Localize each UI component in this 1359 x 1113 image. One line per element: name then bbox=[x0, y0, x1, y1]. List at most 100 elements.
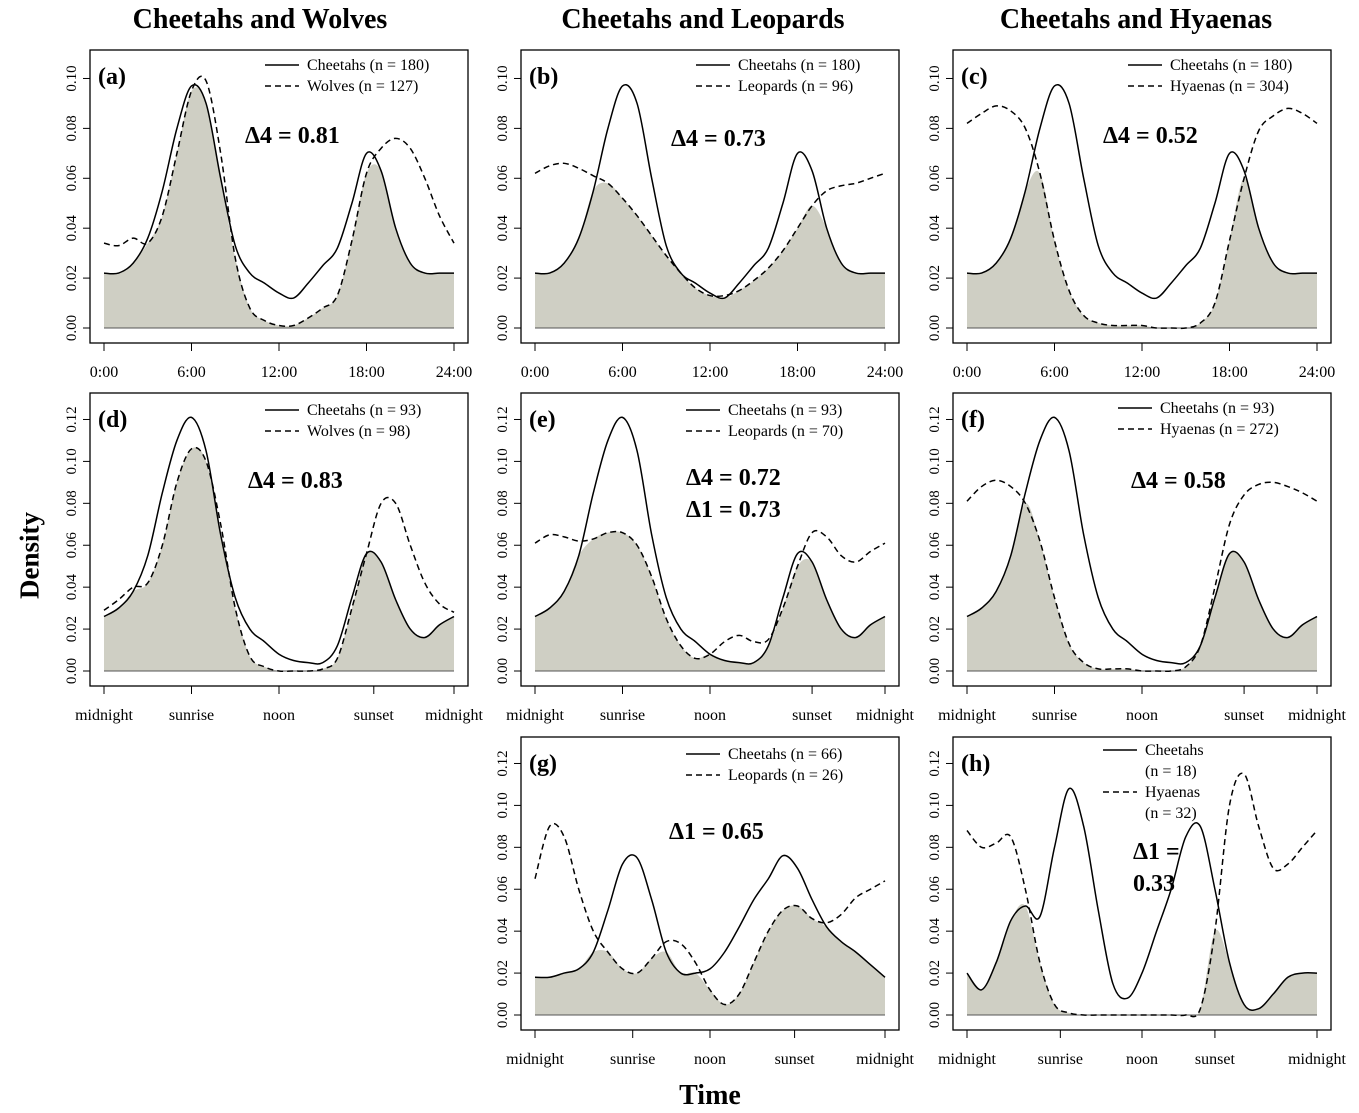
x-tick-label: 6:00 bbox=[608, 364, 636, 381]
overlap-area bbox=[104, 87, 454, 328]
x-tick-label: noon bbox=[694, 1051, 726, 1068]
y-tick-label: 0.06 bbox=[64, 165, 80, 192]
legend-label: Hyaenas bbox=[1145, 784, 1200, 801]
y-tick-label: 0.12 bbox=[495, 750, 511, 776]
series-line-cheetahs bbox=[534, 84, 885, 300]
overlap-area bbox=[104, 447, 454, 672]
overlap-coefficient: Δ4 = 0.52 bbox=[1103, 123, 1198, 149]
x-tick-label: midnight bbox=[856, 1051, 914, 1068]
panel-d: 0.00 0.02 0.04 0.06 0.08 0.10 0.12 midnight sunr… bbox=[64, 392, 483, 724]
panel-c: 0.00 0.02 0.04 0.06 0.08 0.10 0:00 6:00 12:00 18:… bbox=[927, 49, 1335, 381]
legend-label: (n = 18) bbox=[1145, 763, 1197, 780]
overlap-coefficient: Δ4 = 0.72 bbox=[686, 465, 781, 491]
x-tick-label: midnight bbox=[506, 1051, 564, 1068]
y-tick-label: 0.06 bbox=[64, 532, 80, 559]
y-tick-label: 0.06 bbox=[495, 532, 511, 559]
legend-label: Wolves (n = 98) bbox=[307, 423, 410, 440]
series-line-comparison bbox=[103, 446, 455, 673]
y-tick-label: 0.06 bbox=[927, 532, 943, 559]
series-line-cheetahs bbox=[103, 416, 455, 665]
series-line-cheetahs bbox=[534, 854, 886, 979]
legend-label: (n = 32) bbox=[1145, 805, 1197, 822]
x-tick-label: sunrise bbox=[610, 1051, 655, 1068]
x-tick-label: 12:00 bbox=[261, 364, 297, 381]
y-tick-label: 0.02 bbox=[927, 265, 943, 291]
legend-label: Cheetahs (n = 180) bbox=[1170, 57, 1292, 74]
panel-label: (a) bbox=[98, 64, 126, 90]
legend-label: Wolves (n = 127) bbox=[307, 78, 418, 95]
y-tick-label: 0.10 bbox=[64, 65, 80, 91]
y-tick-label: 0.00 bbox=[495, 1002, 511, 1028]
legend-label: Cheetahs (n = 66) bbox=[728, 746, 842, 763]
overlap-area bbox=[535, 182, 885, 328]
series-line-cheetahs bbox=[534, 416, 886, 665]
legend-label: Leopards (n = 96) bbox=[738, 78, 853, 95]
y-tick-label: 0.00 bbox=[64, 315, 80, 341]
overlap-area bbox=[535, 531, 885, 671]
panel-a: 0.00 0.02 0.04 0.06 0.08 0.10 0:00 6:00 12:00 18:… bbox=[64, 49, 472, 381]
y-tick-label: 0.02 bbox=[495, 616, 511, 642]
y-tick-label: 0.04 bbox=[927, 574, 943, 601]
overlap-coefficient: Δ4 = 0.81 bbox=[245, 123, 340, 149]
overlap-coefficient: Δ4 = 0.58 bbox=[1131, 468, 1226, 494]
panel-label: (f) bbox=[961, 407, 985, 433]
y-tick-label: 0.10 bbox=[927, 448, 943, 474]
y-tick-label: 0.08 bbox=[64, 490, 80, 516]
series-line-cheetahs bbox=[966, 787, 1318, 1011]
legend-label: Leopards (n = 70) bbox=[728, 423, 843, 440]
y-tick-label: 0.06 bbox=[495, 876, 511, 903]
x-tick-label: midnight bbox=[938, 1051, 996, 1068]
x-tick-label: sunrise bbox=[1038, 1051, 1083, 1068]
panel-label: (c) bbox=[961, 64, 988, 90]
series-line-comparison bbox=[103, 75, 455, 328]
x-tick-label: sunrise bbox=[600, 707, 645, 724]
y-tick-label: 0.04 bbox=[495, 918, 511, 945]
x-tick-label: noon bbox=[1126, 1051, 1158, 1068]
y-tick-label: 0.04 bbox=[495, 574, 511, 601]
y-tick-label: 0.00 bbox=[927, 315, 943, 341]
y-tick-label: 0.08 bbox=[927, 834, 943, 860]
y-tick-label: 0.08 bbox=[495, 834, 511, 860]
column-title-hyaenas: Cheetahs and Hyaenas bbox=[999, 4, 1273, 35]
y-tick-label: 0.04 bbox=[927, 918, 943, 945]
x-tick-label: 18:00 bbox=[1211, 364, 1247, 381]
overlap-coefficient: Δ4 = 0.83 bbox=[248, 468, 343, 494]
y-tick-label: 0.12 bbox=[495, 406, 511, 432]
y-tick-label: 0.10 bbox=[495, 448, 511, 474]
series-line-comparison bbox=[534, 529, 886, 660]
overlap-area bbox=[967, 503, 1317, 672]
y-tick-label: 0.06 bbox=[927, 876, 943, 903]
x-tick-label: 6:00 bbox=[177, 364, 205, 381]
series-line-cheetahs bbox=[966, 416, 1318, 665]
overlap-coefficient: 0.33 bbox=[1133, 871, 1175, 897]
legend-label: Leopards (n = 26) bbox=[728, 767, 843, 784]
x-tick-label: 12:00 bbox=[692, 364, 728, 381]
x-tick-label: 18:00 bbox=[348, 364, 384, 381]
overlap-coefficient: Δ1 = bbox=[1133, 839, 1180, 865]
x-tick-label: sunset bbox=[775, 1051, 816, 1068]
legend-label: Cheetahs (n = 180) bbox=[307, 57, 429, 74]
x-tick-label: 0:00 bbox=[953, 364, 981, 381]
x-tick-label: noon bbox=[1126, 707, 1158, 724]
y-tick-label: 0.10 bbox=[64, 448, 80, 474]
x-tick-label: noon bbox=[694, 707, 726, 724]
y-tick-label: 0.04 bbox=[927, 215, 943, 242]
x-tick-label: 12:00 bbox=[1124, 364, 1160, 381]
y-tick-label: 0.08 bbox=[495, 490, 511, 516]
x-tick-label: sunrise bbox=[1032, 707, 1077, 724]
x-tick-label: midnight bbox=[75, 707, 133, 724]
series-line-cheetahs bbox=[103, 84, 454, 300]
x-tick-label: midnight bbox=[506, 707, 564, 724]
series-line-comparison bbox=[534, 162, 886, 298]
y-tick-label: 0.02 bbox=[64, 265, 80, 291]
x-tick-label: midnight bbox=[1288, 707, 1346, 724]
legend-label: Hyaenas (n = 272) bbox=[1160, 421, 1279, 438]
y-tick-label: 0.04 bbox=[495, 215, 511, 242]
y-tick-label: 0.08 bbox=[927, 115, 943, 141]
y-tick-label: 0.00 bbox=[495, 315, 511, 341]
overlap-area bbox=[967, 170, 1317, 329]
y-tick-label: 0.10 bbox=[495, 792, 511, 818]
y-tick-label: 0.02 bbox=[927, 960, 943, 986]
legend-label: Cheetahs (n = 93) bbox=[728, 402, 842, 419]
